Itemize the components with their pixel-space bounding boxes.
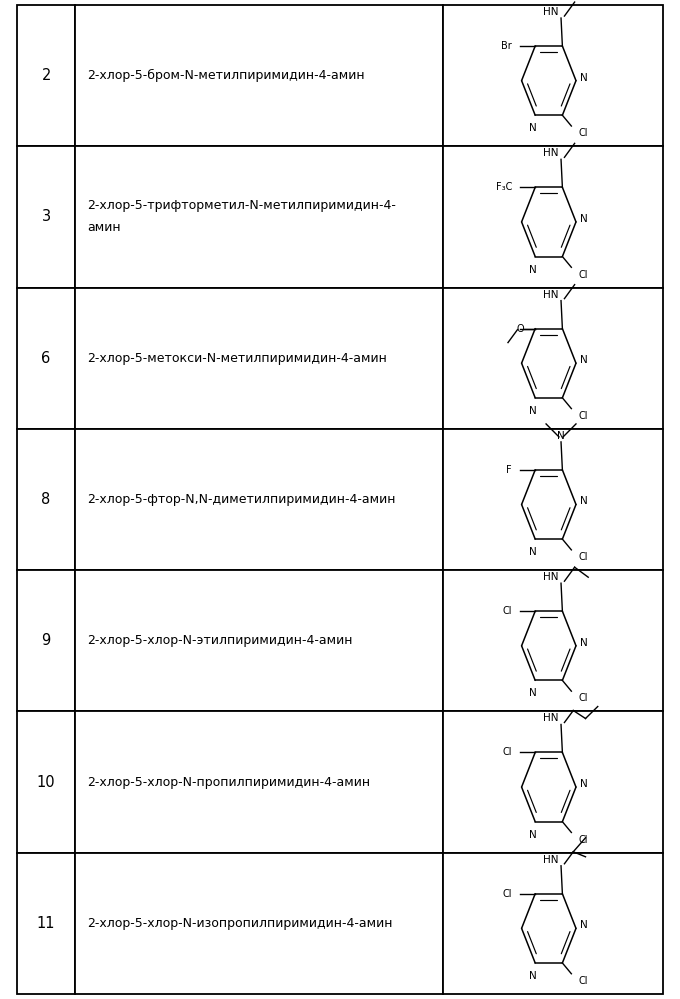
Bar (443, 429, 663, 570)
Text: Cl: Cl (579, 552, 588, 562)
Bar (17, 570, 75, 711)
Text: 2-хлор-5-трифторметил-N-метилпиримидин-4-: 2-хлор-5-трифторметил-N-метилпиримидин-4… (87, 200, 396, 213)
Text: HN: HN (543, 7, 558, 17)
Text: N: N (529, 265, 537, 275)
Text: F: F (507, 465, 512, 475)
Bar (75, 429, 443, 570)
Text: N: N (580, 637, 588, 647)
Bar (17, 429, 75, 570)
Text: HN: HN (543, 713, 558, 723)
Text: 2: 2 (41, 68, 51, 83)
Text: N: N (580, 214, 588, 224)
Bar (443, 288, 663, 429)
Bar (17, 711, 75, 853)
Text: Cl: Cl (579, 411, 588, 421)
Bar (443, 570, 663, 711)
Text: N: N (557, 431, 565, 441)
Text: 2-хлор-5-бром-N-метилпиримидин-4-амин: 2-хлор-5-бром-N-метилпиримидин-4-амин (87, 69, 365, 82)
Text: 2-хлор-5-фтор-N,N-диметилпиримидин-4-амин: 2-хлор-5-фтор-N,N-диметилпиримидин-4-ами… (87, 493, 396, 506)
Text: Cl: Cl (579, 834, 588, 845)
Bar (75, 146, 443, 288)
Text: N: N (529, 547, 537, 557)
Text: Br: Br (501, 41, 512, 51)
Text: 2-хлор-5-метокси-N-метилпиримидин-4-амин: 2-хлор-5-метокси-N-метилпиримидин-4-амин (87, 352, 387, 365)
Text: 6: 6 (41, 351, 51, 366)
Bar (443, 853, 663, 994)
Bar (75, 5, 443, 146)
Text: F₃C: F₃C (496, 182, 512, 193)
Text: 2-хлор-5-хлор-N-изопропилпиримидин-4-амин: 2-хлор-5-хлор-N-изопропилпиримидин-4-ами… (87, 917, 393, 930)
Bar (17, 853, 75, 994)
Bar (75, 288, 443, 429)
Text: амин: амин (87, 222, 121, 235)
Bar (17, 146, 75, 288)
Text: 2-хлор-5-хлор-N-пропилпиримидин-4-амин: 2-хлор-5-хлор-N-пропилпиримидин-4-амин (87, 775, 371, 788)
Text: 11: 11 (37, 916, 55, 931)
Text: 10: 10 (37, 774, 55, 789)
Text: Cl: Cl (579, 128, 588, 138)
Bar (17, 5, 75, 146)
Text: N: N (580, 356, 588, 366)
Text: N: N (580, 497, 588, 506)
Bar (75, 853, 443, 994)
Text: Cl: Cl (503, 606, 512, 616)
Text: Cl: Cl (579, 693, 588, 703)
Text: N: N (529, 688, 537, 698)
Bar (17, 288, 75, 429)
Text: N: N (529, 123, 537, 133)
Text: 3: 3 (41, 210, 50, 225)
Text: N: N (529, 971, 537, 981)
Text: 8: 8 (41, 492, 51, 507)
Text: N: N (580, 920, 588, 930)
Text: O: O (516, 324, 524, 334)
Text: N: N (529, 406, 537, 416)
Text: HN: HN (543, 572, 558, 582)
Bar (443, 146, 663, 288)
Text: Cl: Cl (503, 747, 512, 757)
Text: HN: HN (543, 855, 558, 865)
Text: Cl: Cl (503, 889, 512, 899)
Text: N: N (529, 829, 537, 840)
Bar (75, 570, 443, 711)
Text: 2-хлор-5-хлор-N-этилпиримидин-4-амин: 2-хлор-5-хлор-N-этилпиримидин-4-амин (87, 634, 353, 647)
Text: Cl: Cl (579, 976, 588, 986)
Bar (75, 711, 443, 853)
Text: 9: 9 (41, 633, 51, 648)
Bar (443, 711, 663, 853)
Text: N: N (580, 779, 588, 789)
Text: HN: HN (543, 148, 558, 159)
Bar (443, 5, 663, 146)
Text: Cl: Cl (579, 270, 588, 280)
Text: N: N (580, 73, 588, 83)
Text: HN: HN (543, 290, 558, 300)
